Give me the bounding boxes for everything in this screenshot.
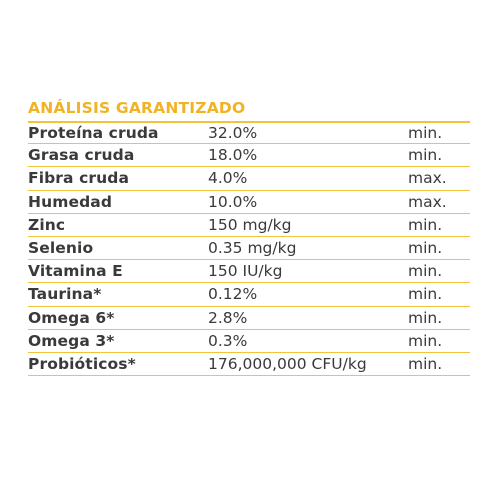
nutrient-limit: max. — [408, 192, 447, 211]
table-row: Vitamina E 150 IU/kg min. — [28, 260, 470, 284]
table-row: Omega 3* 0.3% min. — [28, 330, 470, 353]
nutrient-name: Zinc — [28, 215, 66, 234]
nutrient-name: Probióticos* — [28, 354, 136, 373]
nutrient-amount: 0.35 mg/kg — [208, 239, 297, 258]
nutrient-amount: 0.3% — [208, 331, 248, 350]
guaranteed-analysis-panel: ANÁLISIS GARANTIZADO Proteína cruda 32.0… — [28, 95, 470, 377]
nutrient-name: Proteína cruda — [28, 124, 159, 143]
nutrient-limit: min. — [408, 239, 443, 258]
nutrient-limit: min. — [408, 285, 443, 304]
analysis-table: Proteína cruda 32.0% min. Grasa cruda 18… — [28, 121, 470, 377]
nutrient-name: Humedad — [28, 192, 113, 211]
nutrient-amount: 150 mg/kg — [208, 215, 292, 234]
nutrient-limit: min. — [408, 308, 443, 327]
nutrient-name: Omega 3* — [28, 331, 115, 350]
nutrient-name: Vitamina E — [28, 262, 123, 281]
table-row: Taurina* 0.12% min. — [28, 283, 470, 307]
section-title: ANÁLISIS GARANTIZADO — [28, 99, 246, 117]
table-row: Omega 6* 2.8% min. — [28, 307, 470, 330]
nutrient-limit: min. — [408, 262, 443, 281]
nutrient-limit: min. — [408, 331, 443, 350]
nutrient-amount: 2.8% — [208, 308, 248, 327]
table-row: Proteína cruda 32.0% min. — [28, 121, 470, 145]
nutrient-amount: 18.0% — [208, 146, 258, 165]
nutrient-limit: min. — [408, 146, 443, 165]
nutrient-limit: min. — [408, 215, 443, 234]
nutrient-name: Grasa cruda — [28, 146, 135, 165]
nutrient-amount: 4.0% — [208, 169, 248, 188]
nutrient-name: Taurina* — [28, 285, 102, 304]
nutrient-name: Selenio — [28, 239, 94, 258]
table-row: Probióticos* 176,000,000 CFU/kg min. — [28, 353, 470, 377]
nutrient-name: Omega 6* — [28, 308, 115, 327]
nutrient-amount: 10.0% — [208, 192, 258, 211]
table-row: Fibra cruda 4.0% max. — [28, 167, 470, 191]
nutrient-amount: 0.12% — [208, 285, 258, 304]
nutrient-amount: 32.0% — [208, 124, 258, 143]
nutrient-limit: max. — [408, 169, 447, 188]
nutrient-limit: min. — [408, 354, 443, 373]
table-row: Selenio 0.35 mg/kg min. — [28, 237, 470, 261]
nutrient-limit: min. — [408, 124, 443, 143]
table-row: Zinc 150 mg/kg min. — [28, 214, 470, 237]
nutrient-name: Fibra cruda — [28, 169, 130, 188]
nutrient-amount: 150 IU/kg — [208, 262, 283, 281]
table-row: Grasa cruda 18.0% min. — [28, 144, 470, 168]
nutrient-amount: 176,000,000 CFU/kg — [208, 354, 367, 373]
table-row: Humedad 10.0% max. — [28, 191, 470, 214]
